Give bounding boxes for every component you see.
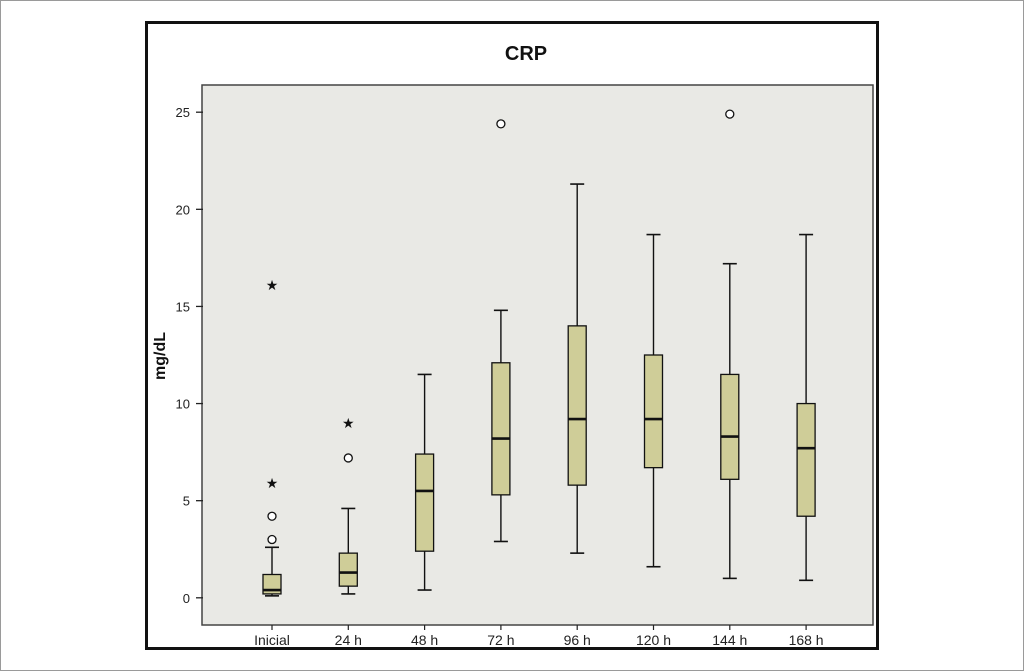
box-3 [491, 119, 511, 543]
box-6 [720, 109, 740, 580]
x-tick-label: 120 h [636, 632, 671, 647]
iqr-box [720, 373, 740, 480]
box-plot-chart: CRP mg/dL 0 5 10 15 20 25 Inicial 24 h 48 h 72 h… [152, 43, 874, 647]
iqr-box [414, 453, 435, 552]
iqr-box [567, 325, 587, 486]
y-tick-label: 25 [176, 105, 190, 120]
box-5 [643, 233, 664, 568]
box-4 [567, 183, 587, 554]
x-tick-label: 48 h [411, 632, 438, 647]
x-tick-label: 144 h [712, 632, 747, 647]
outlier-point [496, 119, 506, 129]
y-axis-label: mg/dL [152, 332, 169, 380]
x-axis: Inicial 24 h 48 h 72 h 96 h 120 h 144 h 168 h [254, 625, 824, 647]
y-tick-label: 10 [176, 397, 190, 412]
x-tick-label: 96 h [564, 632, 591, 647]
box-1: ★ [338, 416, 358, 595]
x-tick-label: Inicial [254, 632, 290, 647]
x-tick-label: 72 h [487, 632, 514, 647]
y-tick-label: 5 [183, 494, 190, 509]
x-tick-label: 24 h [335, 632, 362, 647]
y-axis: 0 5 10 15 20 25 [176, 105, 203, 606]
y-tick-label: 20 [176, 202, 190, 217]
chart-figure: CRP mg/dL 0 5 10 15 20 25 Inicial 24 h 48 h 72 h… [145, 21, 879, 650]
chart-title: CRP [505, 43, 547, 65]
outlier-point [343, 453, 353, 463]
iqr-box [643, 354, 664, 469]
box-7 [796, 233, 816, 582]
outlier-point [267, 511, 277, 521]
extreme-point: ★ [266, 476, 279, 492]
box-2 [414, 373, 435, 591]
y-tick-label: 15 [176, 299, 190, 314]
extreme-point: ★ [266, 278, 279, 294]
boxes: ★★★ [262, 109, 816, 597]
iqr-box [338, 552, 358, 587]
outlier-point [267, 534, 277, 545]
plot-area [201, 84, 874, 626]
outlier-point [725, 109, 735, 119]
x-tick-label: 168 h [789, 632, 824, 647]
iqr-box [491, 362, 511, 496]
box-0: ★★ [262, 278, 282, 597]
extreme-point: ★ [342, 416, 355, 432]
y-tick-label: 0 [183, 591, 190, 606]
iqr-box [796, 402, 816, 517]
